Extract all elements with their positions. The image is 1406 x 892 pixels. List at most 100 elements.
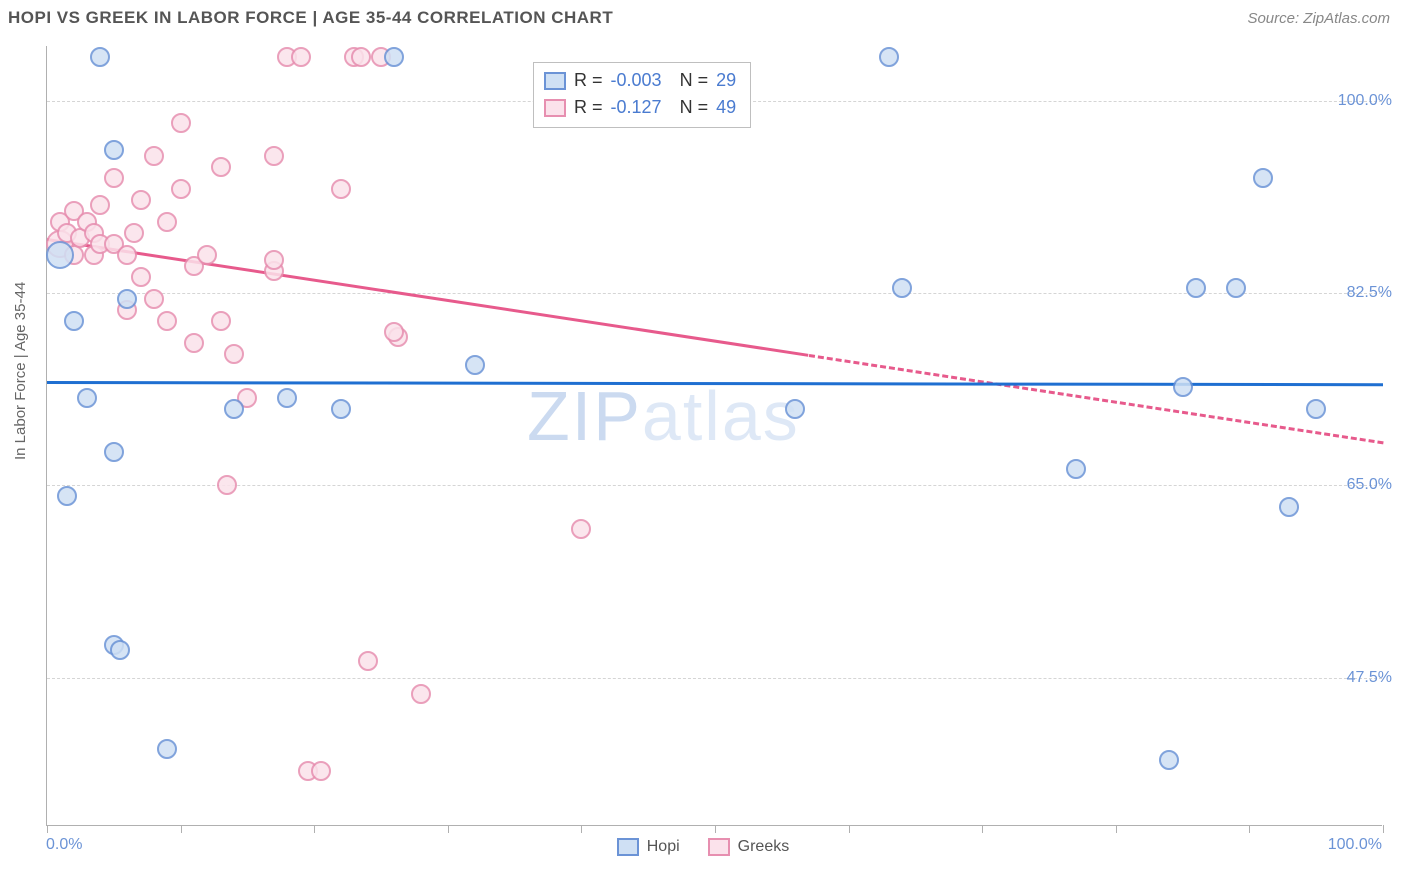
data-point: [90, 195, 110, 215]
xtick: [1116, 825, 1117, 833]
data-point: [104, 168, 124, 188]
data-point: [104, 140, 124, 160]
data-point: [144, 146, 164, 166]
swatch-hopi-bottom: [617, 838, 639, 856]
data-point: [465, 355, 485, 375]
data-point: [144, 289, 164, 309]
data-point: [785, 399, 805, 419]
data-point: [211, 157, 231, 177]
data-point: [892, 278, 912, 298]
xtick: [581, 825, 582, 833]
data-point: [384, 47, 404, 67]
watermark-bold: ZIP: [527, 377, 642, 455]
xtick: [47, 825, 48, 833]
data-point: [1186, 278, 1206, 298]
legend-item-hopi: Hopi: [617, 838, 680, 856]
legend-label-hopi: Hopi: [647, 838, 680, 856]
legend-row-greeks: R = -0.127 N = 49: [544, 94, 736, 121]
data-point: [264, 250, 284, 270]
data-point: [1173, 377, 1193, 397]
data-point: [277, 388, 297, 408]
watermark-light: atlas: [642, 377, 800, 455]
data-point: [571, 519, 591, 539]
legend-row-hopi: R = -0.003 N = 29: [544, 67, 736, 94]
data-point: [77, 388, 97, 408]
watermark: ZIPatlas: [527, 376, 800, 456]
data-point: [331, 399, 351, 419]
legend-item-greeks: Greeks: [708, 838, 790, 856]
xtick: [181, 825, 182, 833]
source-label: Source: ZipAtlas.com: [1247, 10, 1390, 27]
data-point: [351, 47, 371, 67]
xtick: [448, 825, 449, 833]
data-point: [171, 113, 191, 133]
r-value-greeks: -0.127: [611, 94, 662, 121]
data-point: [311, 761, 331, 781]
xtick: [1383, 825, 1384, 833]
xtick: [314, 825, 315, 833]
data-point: [110, 640, 130, 660]
data-point: [131, 190, 151, 210]
series-legend: Hopi Greeks: [0, 838, 1406, 856]
n-label: N =: [670, 67, 709, 94]
data-point: [90, 47, 110, 67]
correlation-legend: R = -0.003 N = 29 R = -0.127 N = 49: [533, 62, 751, 128]
ytick-label: 47.5%: [1347, 669, 1392, 687]
ytick-label: 65.0%: [1347, 476, 1392, 494]
chart-title: HOPI VS GREEK IN LABOR FORCE | AGE 35-44…: [8, 8, 613, 28]
ytick-label: 100.0%: [1338, 92, 1392, 110]
xtick: [849, 825, 850, 833]
data-point: [1226, 278, 1246, 298]
data-point: [157, 212, 177, 232]
y-axis-label: In Labor Force | Age 35-44: [12, 282, 29, 460]
data-point: [224, 399, 244, 419]
data-point: [217, 475, 237, 495]
data-point: [224, 344, 244, 364]
data-point: [331, 179, 351, 199]
gridline: [47, 293, 1382, 294]
r-label: R =: [574, 94, 603, 121]
data-point: [184, 333, 204, 353]
data-point: [879, 47, 899, 67]
data-point: [124, 223, 144, 243]
data-point: [411, 684, 431, 704]
data-point: [1279, 497, 1299, 517]
data-point: [1253, 168, 1273, 188]
n-label: N =: [670, 94, 709, 121]
data-point: [171, 179, 191, 199]
xtick: [715, 825, 716, 833]
data-point: [157, 739, 177, 759]
legend-label-greeks: Greeks: [738, 838, 790, 856]
n-value-hopi: 29: [716, 67, 736, 94]
data-point: [384, 322, 404, 342]
r-value-hopi: -0.003: [611, 67, 662, 94]
data-point: [1066, 459, 1086, 479]
swatch-greeks: [544, 99, 566, 117]
data-point: [157, 311, 177, 331]
data-point: [358, 651, 378, 671]
gridline: [47, 485, 1382, 486]
data-point: [131, 267, 151, 287]
n-value-greeks: 49: [716, 94, 736, 121]
swatch-hopi: [544, 72, 566, 90]
data-point: [211, 311, 231, 331]
data-point: [291, 47, 311, 67]
xtick: [1249, 825, 1250, 833]
swatch-greeks-bottom: [708, 838, 730, 856]
data-point: [104, 442, 124, 462]
data-point: [57, 486, 77, 506]
data-point: [64, 311, 84, 331]
data-point: [197, 245, 217, 265]
ytick-label: 82.5%: [1347, 284, 1392, 302]
data-point: [264, 146, 284, 166]
data-point: [1159, 750, 1179, 770]
gridline: [47, 678, 1382, 679]
data-point: [117, 245, 137, 265]
regression-line: [808, 354, 1383, 444]
data-point: [1306, 399, 1326, 419]
r-label: R =: [574, 67, 603, 94]
data-point: [117, 289, 137, 309]
data-point: [46, 241, 74, 269]
plot-area: ZIPatlas: [46, 46, 1382, 826]
header-bar: HOPI VS GREEK IN LABOR FORCE | AGE 35-44…: [0, 0, 1406, 36]
